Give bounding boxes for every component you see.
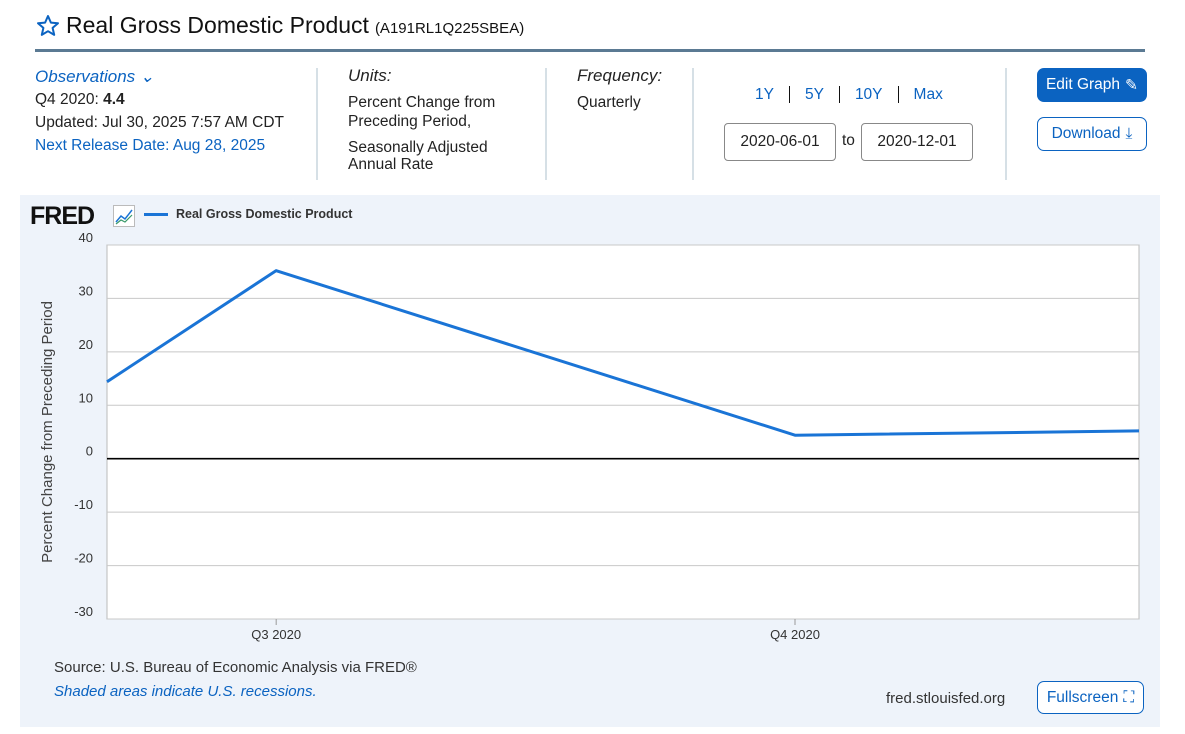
fred-logo: FRED xyxy=(30,202,95,230)
star-outline-icon[interactable] xyxy=(36,14,60,38)
divider xyxy=(545,68,547,180)
range-5y-button[interactable]: 5Y xyxy=(789,86,840,103)
edit-icon: ✎ xyxy=(1125,76,1139,94)
x-tick-label: Q4 2020 xyxy=(770,627,820,642)
site-link[interactable]: fred.stlouisfed.org xyxy=(886,690,1006,707)
y-tick-label: 10 xyxy=(79,390,93,405)
divider xyxy=(316,68,318,180)
source-text: Source: U.S. Bureau of Economic Analysis… xyxy=(54,659,417,676)
chart-icon xyxy=(113,205,135,227)
end-date-input[interactable]: 2020-12-01 xyxy=(861,123,973,161)
frequency-value: Quarterly xyxy=(577,94,641,111)
legend: Real Gross Domestic Product xyxy=(144,207,352,221)
y-tick-label: 30 xyxy=(79,283,93,298)
next-release-link[interactable]: Next Release Date: Aug 28, 2025 xyxy=(35,137,266,154)
x-tick-label: Q3 2020 xyxy=(251,627,301,642)
series-title: Real Gross Domestic Product xyxy=(66,12,369,38)
series-id: (A191RL1Q225SBEA) xyxy=(374,20,525,37)
units-text: Preceding Period, xyxy=(348,113,472,130)
range-1y-button[interactable]: 1Y xyxy=(740,86,790,103)
range-10y-button[interactable]: 10Y xyxy=(839,86,899,103)
to-label: to xyxy=(842,132,855,149)
edit-graph-label: Edit Graph xyxy=(1045,76,1121,93)
fullscreen-icon: ⛶ xyxy=(1123,688,1135,706)
legend-label: Real Gross Domestic Product xyxy=(176,207,353,221)
download-button[interactable]: Download ⤓ xyxy=(1037,117,1147,151)
series-line xyxy=(106,269,1140,437)
units-text: Percent Change from xyxy=(348,94,496,111)
latest-label: Q4 2020: xyxy=(35,91,99,108)
frequency-label: Frequency: xyxy=(577,66,663,85)
title-divider xyxy=(35,49,1145,52)
legend-swatch xyxy=(144,212,168,216)
range-buttons: 1Y 5Y 10Y Max xyxy=(740,86,958,104)
download-label: Download xyxy=(1051,125,1121,142)
y-tick-label: 40 xyxy=(79,230,93,245)
fullscreen-label: Fullscreen xyxy=(1046,688,1119,706)
y-tick-label: -30 xyxy=(74,604,93,619)
observations-dropdown[interactable]: Observations ⌄ xyxy=(35,67,155,86)
fullscreen-button[interactable]: Fullscreen ⛶ xyxy=(1037,681,1144,714)
y-axis-label: Percent Change from Preceding Period xyxy=(39,301,56,563)
edit-graph-button[interactable]: Edit Graph ✎ xyxy=(1037,68,1147,102)
chevron-down-icon: ⌄ xyxy=(139,67,155,86)
units-block: Units: Percent Change from Preceding Per… xyxy=(348,66,495,174)
range-max-button[interactable]: Max xyxy=(913,86,943,103)
recessions-note: Shaded areas indicate U.S. recessions. xyxy=(54,683,317,700)
updated-text: Updated: Jul 30, 2025 7:57 AM CDT xyxy=(35,114,285,131)
y-tick-label: -20 xyxy=(74,551,93,566)
y-tick-label: 0 xyxy=(86,444,93,459)
frequency-block: Frequency: Quarterly xyxy=(577,66,662,112)
start-date-input[interactable]: 2020-06-01 xyxy=(724,123,836,161)
download-icon: ⤓ xyxy=(1125,125,1133,142)
page-title: Real Gross Domestic Product (A191RL1Q225… xyxy=(36,12,524,39)
y-tick-label: -10 xyxy=(74,497,93,512)
y-tick-label: 20 xyxy=(79,337,93,352)
units-text: Seasonally Adjusted xyxy=(348,139,488,156)
latest-value: 4.4 xyxy=(103,91,125,108)
divider xyxy=(1005,68,1007,180)
units-label: Units: xyxy=(348,66,392,85)
units-text: Annual Rate xyxy=(348,156,434,173)
divider xyxy=(692,68,694,180)
observations-block: Observations ⌄ Q4 2020: 4.4 Updated: Jul… xyxy=(35,65,284,157)
